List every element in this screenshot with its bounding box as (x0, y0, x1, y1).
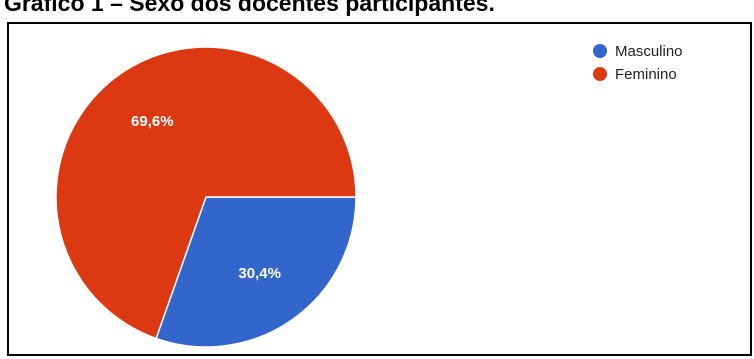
pie-chart: 30,4% 69,6% Masculino Feminino (55, 43, 683, 348)
legend: Masculino Feminino (593, 43, 683, 83)
chart-frame: 30,4% 69,6% Masculino Feminino (7, 22, 752, 356)
legend-marker-feminino (593, 67, 607, 81)
legend-label-feminino: Feminino (615, 66, 677, 83)
slice-label-feminino: 69,6% (131, 113, 174, 130)
pie-slice-feminino (55, 46, 357, 340)
chart-title: Gráfico 1 – Sexo dos docentes participan… (4, 0, 495, 16)
legend-marker-masculino (593, 44, 607, 58)
slice-labels: 30,4% 69,6% (131, 113, 281, 282)
slice-label-masculino: 30,4% (238, 265, 281, 282)
pie-slice-masculino (155, 196, 357, 348)
legend-label-masculino: Masculino (615, 43, 683, 60)
pie-slices (55, 46, 357, 348)
